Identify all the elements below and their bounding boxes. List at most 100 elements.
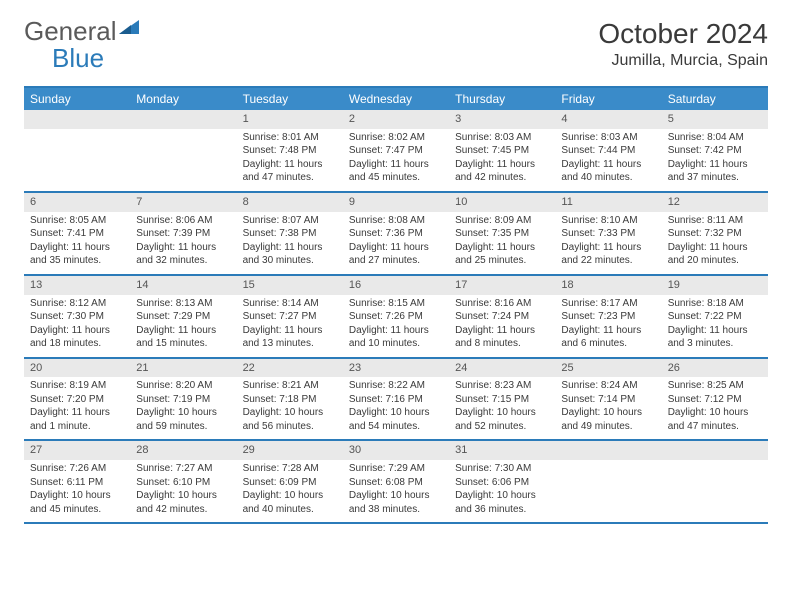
- day-body: Sunrise: 8:05 AMSunset: 7:41 PMDaylight:…: [24, 212, 130, 268]
- day-detail-line: Sunset: 7:48 PM: [243, 144, 337, 158]
- day-detail-line: Daylight: 11 hours: [668, 158, 762, 172]
- day-detail-line: Daylight: 11 hours: [30, 324, 124, 338]
- day-detail-line: Sunrise: 8:23 AM: [455, 379, 549, 393]
- day-body: Sunrise: 8:20 AMSunset: 7:19 PMDaylight:…: [130, 377, 236, 433]
- day-body: Sunrise: 7:30 AMSunset: 6:06 PMDaylight:…: [449, 460, 555, 516]
- day-detail-line: Daylight: 11 hours: [561, 158, 655, 172]
- day-detail-line: and 8 minutes.: [455, 337, 549, 351]
- day-detail-line: and 59 minutes.: [136, 420, 230, 434]
- day-detail-line: Sunset: 7:36 PM: [349, 227, 443, 241]
- weekday-header: Monday: [130, 88, 236, 110]
- day-number: 6: [24, 193, 130, 212]
- day-number: 25: [555, 359, 661, 378]
- day-cell: 2Sunrise: 8:02 AMSunset: 7:47 PMDaylight…: [343, 110, 449, 191]
- week-row: 13Sunrise: 8:12 AMSunset: 7:30 PMDayligh…: [24, 276, 768, 359]
- day-number: 21: [130, 359, 236, 378]
- day-body: Sunrise: 8:16 AMSunset: 7:24 PMDaylight:…: [449, 295, 555, 351]
- day-detail-line: Sunrise: 8:25 AM: [668, 379, 762, 393]
- day-cell: 13Sunrise: 8:12 AMSunset: 7:30 PMDayligh…: [24, 276, 130, 357]
- day-detail-line: Sunset: 7:33 PM: [561, 227, 655, 241]
- day-detail-line: Sunrise: 8:14 AM: [243, 297, 337, 311]
- day-number: 31: [449, 441, 555, 460]
- day-number: 2: [343, 110, 449, 129]
- day-cell: 21Sunrise: 8:20 AMSunset: 7:19 PMDayligh…: [130, 359, 236, 440]
- day-detail-line: Daylight: 11 hours: [349, 241, 443, 255]
- day-detail-line: Sunset: 7:47 PM: [349, 144, 443, 158]
- day-number: 10: [449, 193, 555, 212]
- day-number: 3: [449, 110, 555, 129]
- day-cell: 19Sunrise: 8:18 AMSunset: 7:22 PMDayligh…: [662, 276, 768, 357]
- day-detail-line: Sunset: 7:26 PM: [349, 310, 443, 324]
- day-detail-line: Sunset: 6:08 PM: [349, 476, 443, 490]
- day-detail-line: and 52 minutes.: [455, 420, 549, 434]
- day-detail-line: and 47 minutes.: [243, 171, 337, 185]
- day-body: Sunrise: 8:15 AMSunset: 7:26 PMDaylight:…: [343, 295, 449, 351]
- day-body: Sunrise: 8:03 AMSunset: 7:44 PMDaylight:…: [555, 129, 661, 185]
- day-cell: 12Sunrise: 8:11 AMSunset: 7:32 PMDayligh…: [662, 193, 768, 274]
- day-cell: 7Sunrise: 8:06 AMSunset: 7:39 PMDaylight…: [130, 193, 236, 274]
- month-title: October 2024: [598, 18, 768, 50]
- day-number: 4: [555, 110, 661, 129]
- weekday-header: Wednesday: [343, 88, 449, 110]
- day-detail-line: Daylight: 11 hours: [243, 324, 337, 338]
- day-detail-line: Daylight: 10 hours: [349, 489, 443, 503]
- day-detail-line: Sunset: 6:10 PM: [136, 476, 230, 490]
- day-detail-line: Daylight: 11 hours: [30, 241, 124, 255]
- day-detail-line: Sunrise: 8:17 AM: [561, 297, 655, 311]
- day-detail-line: and 32 minutes.: [136, 254, 230, 268]
- day-cell: 22Sunrise: 8:21 AMSunset: 7:18 PMDayligh…: [237, 359, 343, 440]
- day-detail-line: and 1 minute.: [30, 420, 124, 434]
- day-detail-line: Sunrise: 8:11 AM: [668, 214, 762, 228]
- day-detail-line: Sunrise: 8:10 AM: [561, 214, 655, 228]
- day-detail-line: Sunrise: 8:13 AM: [136, 297, 230, 311]
- weekday-header: Thursday: [449, 88, 555, 110]
- day-number: 20: [24, 359, 130, 378]
- day-body: Sunrise: 8:06 AMSunset: 7:39 PMDaylight:…: [130, 212, 236, 268]
- day-number: 22: [237, 359, 343, 378]
- day-body: Sunrise: 8:04 AMSunset: 7:42 PMDaylight:…: [662, 129, 768, 185]
- day-detail-line: and 30 minutes.: [243, 254, 337, 268]
- day-body: Sunrise: 8:10 AMSunset: 7:33 PMDaylight:…: [555, 212, 661, 268]
- day-detail-line: Sunset: 7:14 PM: [561, 393, 655, 407]
- day-detail-line: and 45 minutes.: [349, 171, 443, 185]
- day-detail-line: Daylight: 11 hours: [136, 324, 230, 338]
- day-body: Sunrise: 7:26 AMSunset: 6:11 PMDaylight:…: [24, 460, 130, 516]
- day-cell: 14Sunrise: 8:13 AMSunset: 7:29 PMDayligh…: [130, 276, 236, 357]
- day-number: 23: [343, 359, 449, 378]
- day-detail-line: Sunrise: 8:06 AM: [136, 214, 230, 228]
- day-detail-line: Sunrise: 8:18 AM: [668, 297, 762, 311]
- day-body: Sunrise: 8:24 AMSunset: 7:14 PMDaylight:…: [555, 377, 661, 433]
- day-detail-line: Sunset: 7:23 PM: [561, 310, 655, 324]
- day-detail-line: and 40 minutes.: [561, 171, 655, 185]
- location-text: Jumilla, Murcia, Spain: [598, 52, 768, 70]
- day-detail-line: and 40 minutes.: [243, 503, 337, 517]
- day-body: Sunrise: 8:23 AMSunset: 7:15 PMDaylight:…: [449, 377, 555, 433]
- day-number: 7: [130, 193, 236, 212]
- day-body: Sunrise: 8:13 AMSunset: 7:29 PMDaylight:…: [130, 295, 236, 351]
- day-detail-line: Daylight: 11 hours: [561, 241, 655, 255]
- day-detail-line: Sunrise: 8:16 AM: [455, 297, 549, 311]
- day-detail-line: and 42 minutes.: [136, 503, 230, 517]
- day-detail-line: Daylight: 10 hours: [136, 406, 230, 420]
- day-body: Sunrise: 8:07 AMSunset: 7:38 PMDaylight:…: [237, 212, 343, 268]
- day-cell: [130, 110, 236, 191]
- day-detail-line: Daylight: 11 hours: [668, 324, 762, 338]
- day-detail-line: Sunrise: 8:15 AM: [349, 297, 443, 311]
- day-detail-line: and 36 minutes.: [455, 503, 549, 517]
- day-detail-line: Daylight: 10 hours: [455, 406, 549, 420]
- day-detail-line: and 56 minutes.: [243, 420, 337, 434]
- day-body: Sunrise: 7:27 AMSunset: 6:10 PMDaylight:…: [130, 460, 236, 516]
- day-detail-line: Sunset: 7:27 PM: [243, 310, 337, 324]
- day-number: 24: [449, 359, 555, 378]
- day-detail-line: Daylight: 10 hours: [243, 489, 337, 503]
- day-number: 8: [237, 193, 343, 212]
- day-detail-line: Sunset: 7:44 PM: [561, 144, 655, 158]
- day-cell: 1Sunrise: 8:01 AMSunset: 7:48 PMDaylight…: [237, 110, 343, 191]
- day-detail-line: Sunset: 7:38 PM: [243, 227, 337, 241]
- day-cell: 24Sunrise: 8:23 AMSunset: 7:15 PMDayligh…: [449, 359, 555, 440]
- day-detail-line: Sunrise: 8:20 AM: [136, 379, 230, 393]
- day-cell: [662, 441, 768, 522]
- day-detail-line: Sunrise: 7:30 AM: [455, 462, 549, 476]
- day-detail-line: Sunset: 6:09 PM: [243, 476, 337, 490]
- day-number: [555, 441, 661, 460]
